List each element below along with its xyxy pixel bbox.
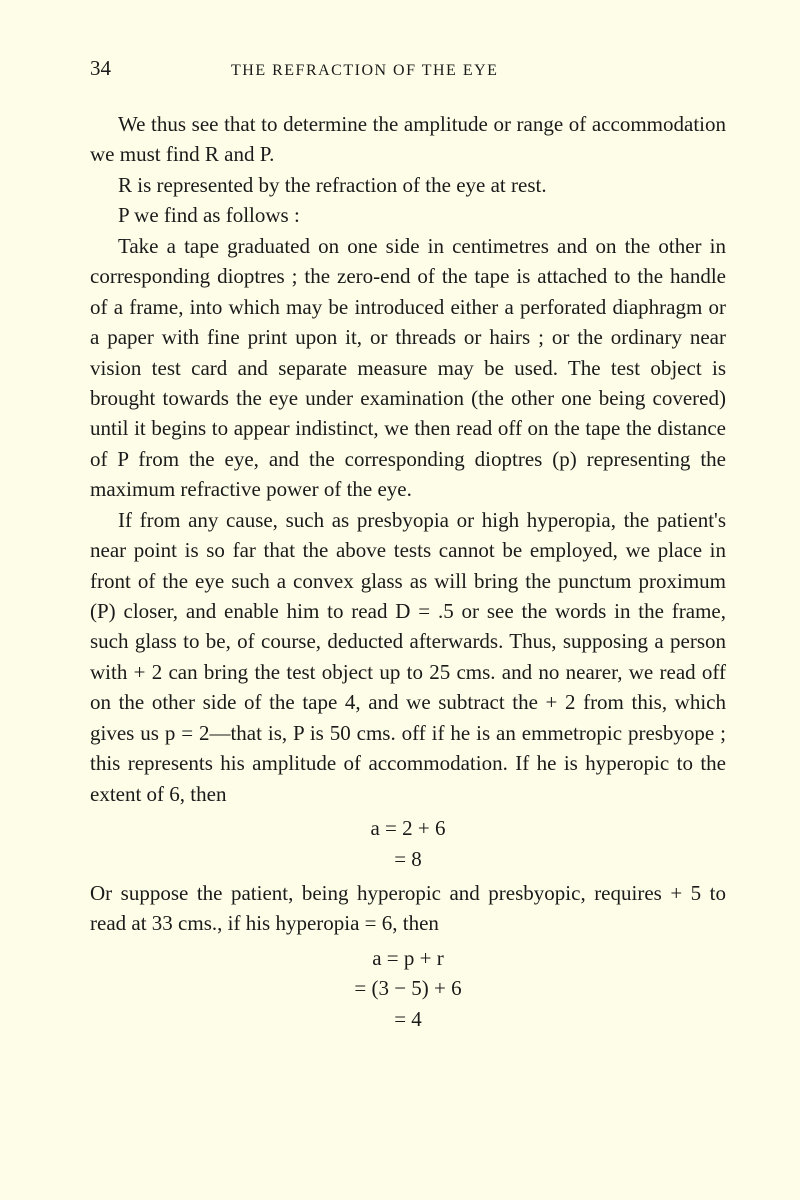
equation-2-line-3: = 4	[90, 1004, 726, 1034]
paragraph-5: If from any cause, such as presbyopia or…	[90, 505, 726, 809]
running-title: THE REFRACTION OF THE EYE	[231, 62, 498, 80]
paragraph-6: Or suppose the patient, being hyperopic …	[90, 878, 726, 939]
equation-2-line-2: = (3 − 5) + 6	[90, 973, 726, 1003]
page-number: 34	[90, 56, 111, 81]
page-header: 34 THE REFRACTION OF THE EYE	[90, 56, 726, 81]
paragraph-4: Take a tape graduated on one side in cen…	[90, 231, 726, 505]
equation-block-1: a = 2 + 6 = 8	[90, 813, 726, 874]
equation-2-line-1: a = p + r	[90, 943, 726, 973]
paragraph-3: P we find as follows :	[90, 200, 726, 230]
equation-block-2: a = p + r = (3 − 5) + 6 = 4	[90, 943, 726, 1034]
equation-1-line-2: = 8	[90, 844, 726, 874]
equation-1-line-1: a = 2 + 6	[90, 813, 726, 843]
paragraph-2: R is represented by the refraction of th…	[90, 170, 726, 200]
paragraph-1: We thus see that to determine the amplit…	[90, 109, 726, 170]
page-body: We thus see that to determine the amplit…	[90, 109, 726, 1034]
